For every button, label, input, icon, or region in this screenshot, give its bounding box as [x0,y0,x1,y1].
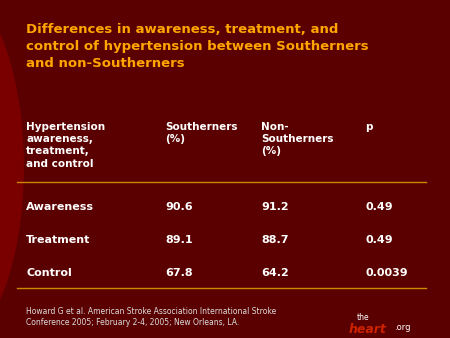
Text: Howard G et al. American Stroke Association International Stroke
Conference 2005: Howard G et al. American Stroke Associat… [26,307,276,327]
Text: 88.7: 88.7 [261,235,288,245]
Text: 0.49: 0.49 [365,235,393,245]
Text: .org: .org [394,323,410,332]
Text: 89.1: 89.1 [166,235,193,245]
Text: heart: heart [348,323,386,336]
Text: p: p [365,122,373,132]
Text: Hypertension
awareness,
treatment,
and control: Hypertension awareness, treatment, and c… [26,122,105,169]
Text: 0.0039: 0.0039 [365,268,408,278]
Text: Southerners
(%): Southerners (%) [166,122,238,144]
Text: Non-
Southerners
(%): Non- Southerners (%) [261,122,333,156]
Text: 91.2: 91.2 [261,202,289,212]
Text: 90.6: 90.6 [166,202,193,212]
Text: Awareness: Awareness [26,202,94,212]
Ellipse shape [0,0,24,338]
Text: Differences in awareness, treatment, and
control of hypertension between Souther: Differences in awareness, treatment, and… [26,23,369,70]
Text: Treatment: Treatment [26,235,90,245]
Text: the: the [357,313,369,322]
Text: 67.8: 67.8 [166,268,193,278]
Text: 64.2: 64.2 [261,268,289,278]
Text: Control: Control [26,268,72,278]
Text: 0.49: 0.49 [365,202,393,212]
